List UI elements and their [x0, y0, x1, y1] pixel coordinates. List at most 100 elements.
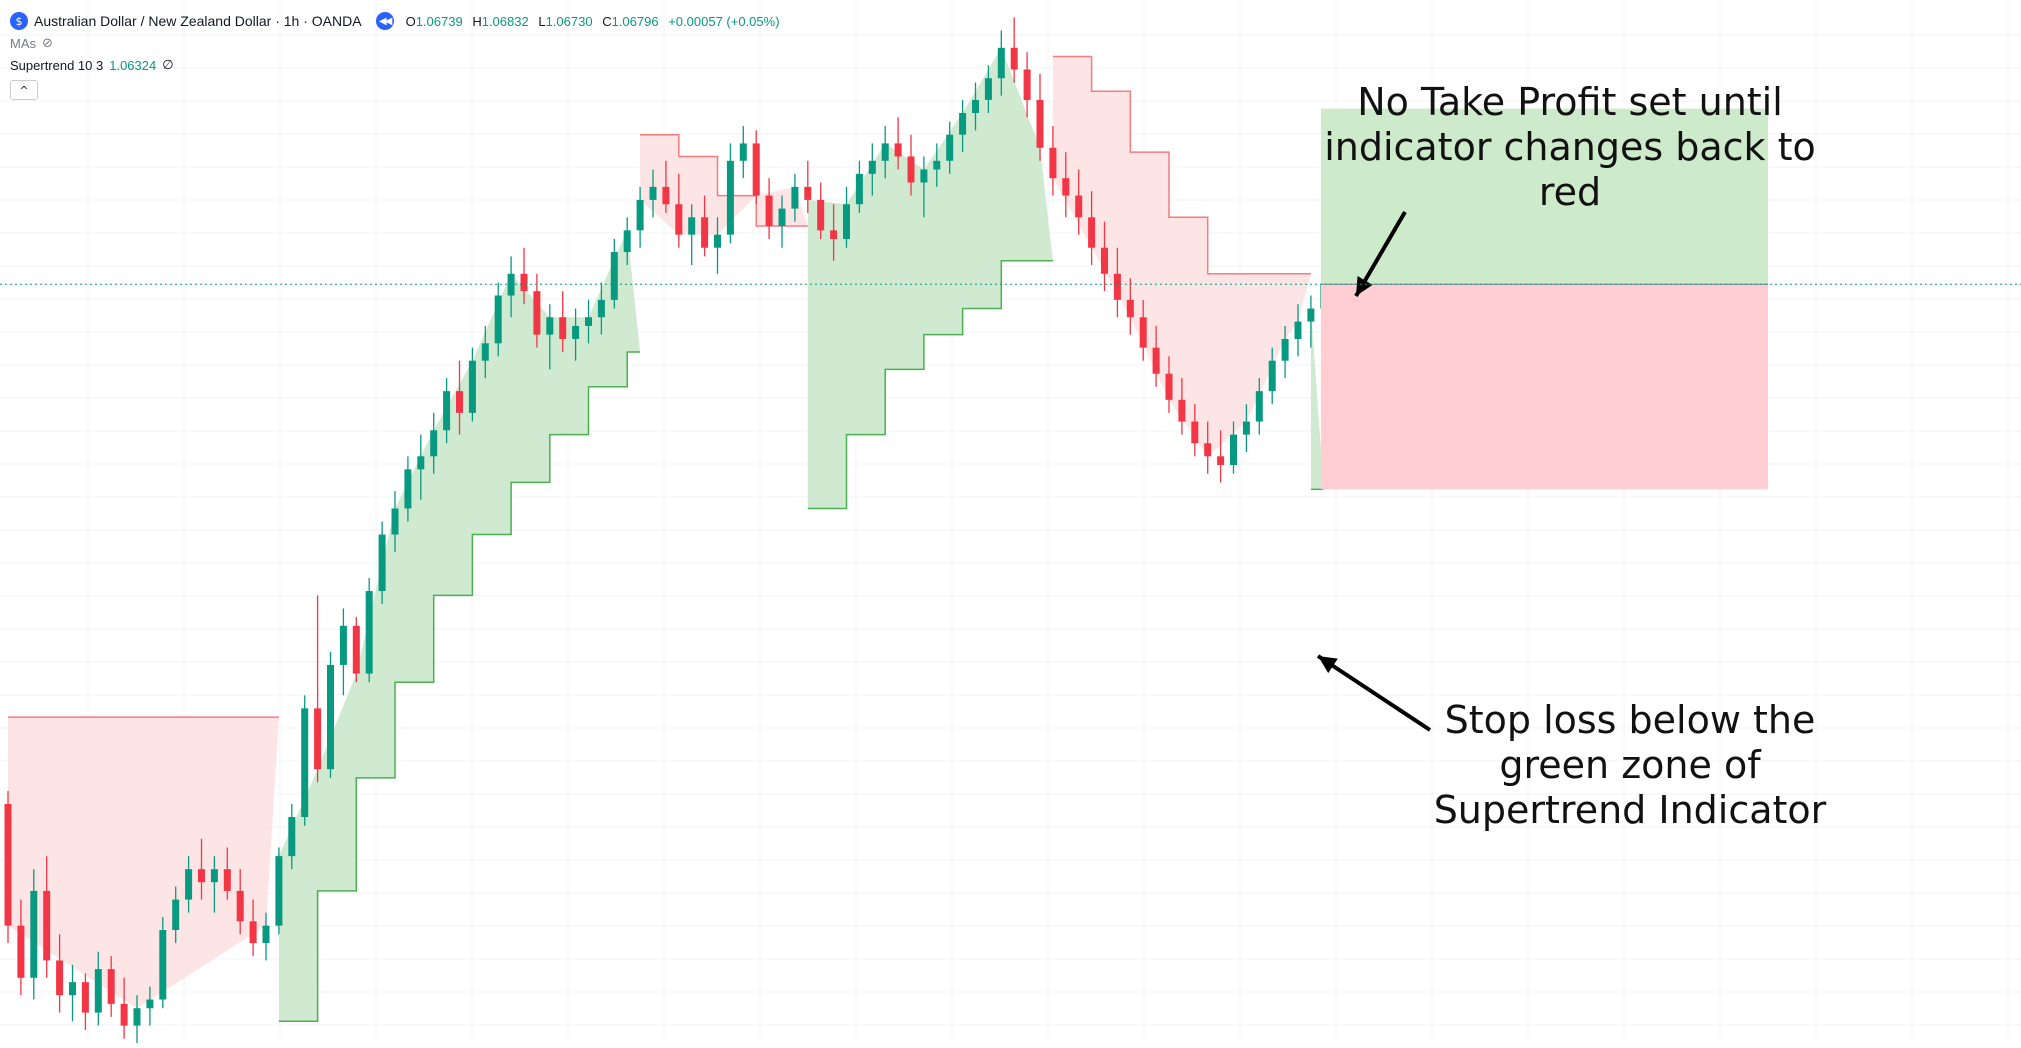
candle-body — [894, 143, 902, 157]
candle-body — [739, 143, 747, 161]
candle-body — [972, 99, 979, 113]
candle-body — [365, 591, 373, 674]
candle-body — [597, 299, 605, 318]
high-value: H1.06832 — [472, 13, 529, 29]
candle-body — [533, 291, 541, 335]
candle-body — [752, 143, 760, 196]
candle-body — [1217, 456, 1225, 466]
candle-body — [1204, 443, 1212, 457]
candle-body — [339, 625, 347, 665]
candle-body — [1165, 373, 1173, 400]
supertrend-down-line — [1052, 55, 1311, 275]
candle-body — [1242, 421, 1250, 435]
candle-body — [4, 803, 12, 926]
candle-body — [1191, 421, 1199, 444]
supertrend-down-zone — [8, 717, 279, 1009]
mas-row: MAs ⊘ — [10, 32, 780, 54]
candle-body — [456, 391, 463, 413]
chevron-up-icon[interactable]: ^ — [10, 80, 38, 100]
candle-body — [133, 1008, 141, 1026]
take-profit-zone[interactable] — [1320, 108, 1768, 285]
candle-body — [1178, 399, 1186, 422]
candle-body — [481, 343, 489, 361]
candle-body — [81, 982, 89, 1013]
candle-body — [984, 78, 992, 100]
candle-body — [817, 199, 825, 231]
candle-body — [1255, 391, 1263, 422]
candle-body — [288, 817, 296, 857]
candle-body — [688, 217, 696, 235]
candle-body — [352, 625, 360, 674]
symbol-title[interactable]: Australian Dollar / New Zealand Dollar ·… — [34, 13, 362, 29]
stop-loss-arrow-head — [1318, 656, 1338, 674]
candle-body — [159, 930, 167, 1000]
mas-label[interactable]: MAs — [10, 35, 36, 51]
candle-body — [43, 890, 51, 961]
annotation-arrows — [1316, 210, 1432, 732]
candle-body — [1113, 273, 1121, 300]
candle-body — [585, 317, 592, 326]
candle-body — [610, 252, 618, 300]
supertrend-value: 1.06324 — [109, 57, 157, 73]
candle-body — [1023, 69, 1031, 100]
candle-body — [494, 295, 502, 344]
supertrend-extra: ∅ — [162, 57, 174, 72]
candle-body — [726, 160, 734, 235]
candle-body — [443, 391, 451, 431]
supertrend-fill — [8, 47, 1324, 1022]
replay-rewind-icon[interactable]: ◀◀ — [375, 12, 394, 30]
candle-body — [378, 534, 386, 592]
open-value: O1.06739 — [405, 13, 463, 29]
candle-body — [301, 708, 309, 818]
candle-body — [69, 982, 76, 996]
candle-body — [868, 160, 876, 174]
candle-body — [1101, 247, 1108, 274]
candle-body — [997, 47, 1005, 79]
eye-crossed-icon[interactable]: ⊘ — [42, 35, 53, 51]
candle-body — [107, 969, 115, 1004]
candle-body — [572, 325, 580, 339]
candle-body — [546, 317, 554, 335]
candle-body — [262, 925, 270, 944]
stop-loss-annotation: Stop loss below the green zone of Supert… — [1433, 698, 1827, 832]
candle-body — [623, 230, 631, 253]
candle-body — [559, 317, 567, 339]
candle-body — [933, 160, 941, 170]
candle-body — [404, 469, 412, 509]
supertrend-down-zone — [1052, 56, 1311, 457]
candle-body — [30, 890, 38, 978]
candle-body — [520, 273, 528, 292]
close-value: C1.06796 — [602, 13, 659, 29]
take-profit-arrow-head — [1356, 276, 1373, 296]
supertrend-row: Supertrend 10 3 1.06324 ∅ — [10, 54, 780, 76]
candle-body — [778, 208, 786, 226]
candle-body — [94, 969, 102, 1013]
candle-body — [907, 156, 915, 183]
candle-body — [675, 204, 683, 235]
currency-flag-icon[interactable]: $ — [10, 12, 28, 30]
position-zones — [1320, 108, 1768, 490]
candle-body — [430, 430, 438, 457]
low-value: L1.06730 — [538, 13, 593, 29]
candle-body — [714, 234, 721, 248]
candle-body — [236, 890, 244, 922]
stop-loss-zone[interactable] — [1320, 284, 1768, 490]
candle-body — [198, 869, 205, 883]
candle-body — [765, 195, 773, 226]
supertrend-up-line — [807, 260, 1053, 510]
candle-body — [249, 921, 257, 944]
candle-body — [1075, 195, 1083, 218]
candle-body — [1307, 308, 1315, 322]
supertrend-up-line — [278, 351, 641, 1023]
chart-legend: $ Australian Dollar / New Zealand Dollar… — [10, 10, 780, 100]
candle-body — [120, 1003, 128, 1026]
candle-body — [172, 899, 180, 931]
candle-body — [1281, 338, 1289, 361]
supertrend-name[interactable]: Supertrend 10 3 — [10, 57, 104, 73]
candle-body — [314, 708, 322, 770]
candle-body — [804, 186, 812, 200]
candle-body — [1139, 317, 1147, 348]
change-value: +0.00057 (+0.05%) — [668, 13, 780, 29]
